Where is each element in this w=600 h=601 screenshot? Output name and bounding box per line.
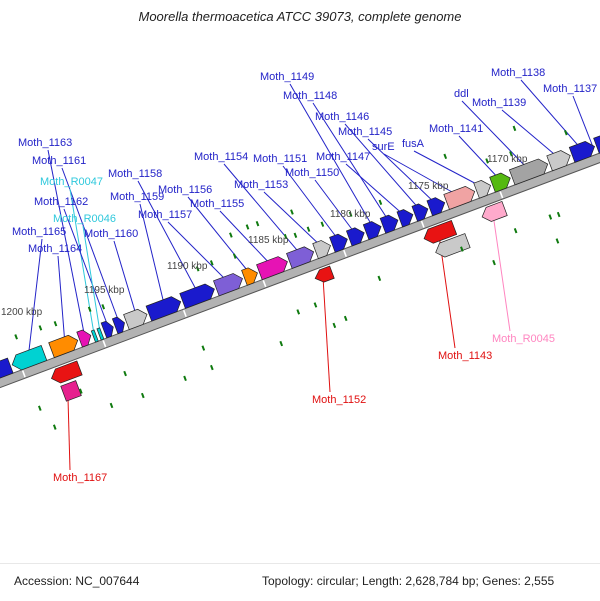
genome-info-text: Topology: circular; Length: 2,628,784 bp… — [262, 574, 554, 588]
gene-label-moth-1145[interactable]: Moth_1145 — [338, 126, 392, 138]
codon-tick — [39, 325, 43, 330]
page-title: Moorella thermoacetica ATCC 39073, compl… — [0, 9, 600, 24]
ruler-label-1195kbp: 1195 kbp — [84, 285, 124, 296]
codon-tick — [294, 233, 298, 238]
codon-tick — [548, 214, 552, 219]
codon-tick — [110, 403, 114, 408]
gene-label-moth-r0045[interactable]: Moth_R0045 — [492, 333, 555, 345]
leader-line-moth-1162 — [64, 209, 109, 329]
codon-tick — [557, 212, 561, 217]
codon-tick — [556, 238, 560, 243]
codon-tick — [141, 393, 145, 398]
ruler-label-1175kbp: 1175 kbp — [408, 181, 448, 192]
gene-arrow[interactable] — [594, 122, 600, 153]
status-bar: Accession: NC_007644 Topology: circular;… — [0, 563, 600, 601]
leader-line-moth-1167 — [68, 398, 70, 470]
ruler-label-1180kbp: 1180 kbp — [330, 209, 370, 220]
gene-label-moth-1148[interactable]: Moth_1148 — [283, 90, 337, 102]
gene-label-moth-1163[interactable]: Moth_1163 — [18, 137, 72, 149]
leader-line-moth-r0045 — [493, 214, 510, 331]
codon-tick — [202, 345, 206, 350]
leader-line-moth-1160 — [114, 241, 137, 318]
leader-line-moth-r0047 — [70, 189, 94, 334]
codon-tick — [101, 304, 105, 309]
gene-label-moth-1146[interactable]: Moth_1146 — [315, 111, 369, 123]
gene-label-moth-1137[interactable]: Moth_1137 — [543, 83, 597, 95]
gene-label-fusa[interactable]: fusA — [402, 138, 424, 150]
codon-tick — [321, 222, 325, 227]
gene-label-moth-1156[interactable]: Moth_1156 — [158, 184, 212, 196]
gene-label-moth-1152[interactable]: Moth_1152 — [312, 394, 366, 406]
gene-label-moth-1164[interactable]: Moth_1164 — [28, 243, 82, 255]
gene-label-moth-1157[interactable]: Moth_1157 — [138, 209, 192, 221]
codon-tick — [123, 371, 127, 376]
gene-label-moth-1141[interactable]: Moth_1141 — [429, 123, 483, 135]
codon-tick — [443, 154, 447, 159]
codon-tick — [88, 307, 92, 312]
gene-label-moth-r0046[interactable]: Moth_R0046 — [53, 213, 116, 225]
codon-tick — [307, 227, 311, 232]
codon-tick — [38, 406, 42, 411]
gene-label-moth-1154[interactable]: Moth_1154 — [194, 151, 248, 163]
codon-tick — [246, 224, 250, 229]
codon-tick — [514, 228, 518, 233]
codon-tick — [333, 323, 337, 328]
gene-label-moth-1167[interactable]: Moth_1167 — [53, 472, 107, 484]
gene-label-sure[interactable]: surE — [372, 141, 395, 153]
ruler-label-1190kbp: 1190 kbp — [167, 261, 207, 272]
codon-tick — [210, 365, 214, 370]
codon-tick — [279, 341, 283, 346]
gene-label-moth-1161[interactable]: Moth_1161 — [32, 155, 86, 167]
gene-label-ddl[interactable]: ddl — [454, 88, 469, 100]
gene-label-moth-1147[interactable]: Moth_1147 — [316, 151, 370, 163]
codon-tick — [290, 209, 294, 214]
codon-tick — [492, 260, 496, 265]
gene-label-moth-1150[interactable]: Moth_1150 — [285, 167, 339, 179]
codon-tick — [183, 376, 187, 381]
gene-arrow[interactable] — [91, 330, 98, 342]
gene-label-moth-1155[interactable]: Moth_1155 — [190, 198, 244, 210]
gene-arrow[interactable] — [61, 381, 82, 402]
ruler-label-1200kbp: 1200 kbp — [1, 307, 42, 318]
codon-tick — [54, 321, 58, 326]
leader-line-moth-1165 — [28, 239, 42, 359]
gene-label-moth-r0047[interactable]: Moth_R0047 — [40, 176, 103, 188]
codon-tick — [513, 126, 517, 131]
gene-label-moth-1139[interactable]: Moth_1139 — [472, 97, 526, 109]
ruler-label-1170kbp: 1170 kbp — [487, 154, 527, 165]
codon-tick — [14, 334, 18, 339]
gene-label-moth-1165[interactable]: Moth_1165 — [12, 226, 66, 238]
gene-label-moth-1138[interactable]: Moth_1138 — [491, 67, 545, 79]
gene-label-moth-1143[interactable]: Moth_1143 — [438, 350, 492, 362]
gene-label-moth-1149[interactable]: Moth_1149 — [260, 71, 314, 83]
leader-line-moth-1152 — [323, 277, 330, 392]
accession-text: Accession: NC_007644 — [14, 574, 139, 588]
gene-label-moth-1160[interactable]: Moth_1160 — [84, 228, 138, 240]
leader-line-moth-1137 — [573, 96, 593, 147]
codon-tick — [53, 424, 57, 429]
codon-tick — [344, 316, 348, 321]
leader-lines-layer — [28, 80, 593, 470]
gene-label-moth-1153[interactable]: Moth_1153 — [234, 179, 288, 191]
leader-line-moth-1157 — [168, 222, 229, 283]
codon-tick — [296, 309, 300, 314]
leader-line-moth-1164 — [58, 256, 65, 345]
codon-tick — [379, 200, 383, 205]
ruler-label-1185kbp: 1185 kbp — [248, 235, 288, 246]
codon-tick — [378, 276, 382, 281]
gene-arrow[interactable] — [97, 328, 104, 340]
gene-label-moth-1151[interactable]: Moth_1151 — [253, 153, 307, 165]
gene-label-moth-1158[interactable]: Moth_1158 — [108, 168, 162, 180]
codon-tick — [314, 302, 318, 307]
gene-label-moth-1162[interactable]: Moth_1162 — [34, 196, 88, 208]
codon-tick — [256, 221, 260, 226]
gene-label-moth-1159[interactable]: Moth_1159 — [110, 191, 164, 203]
codon-tick — [229, 232, 233, 237]
